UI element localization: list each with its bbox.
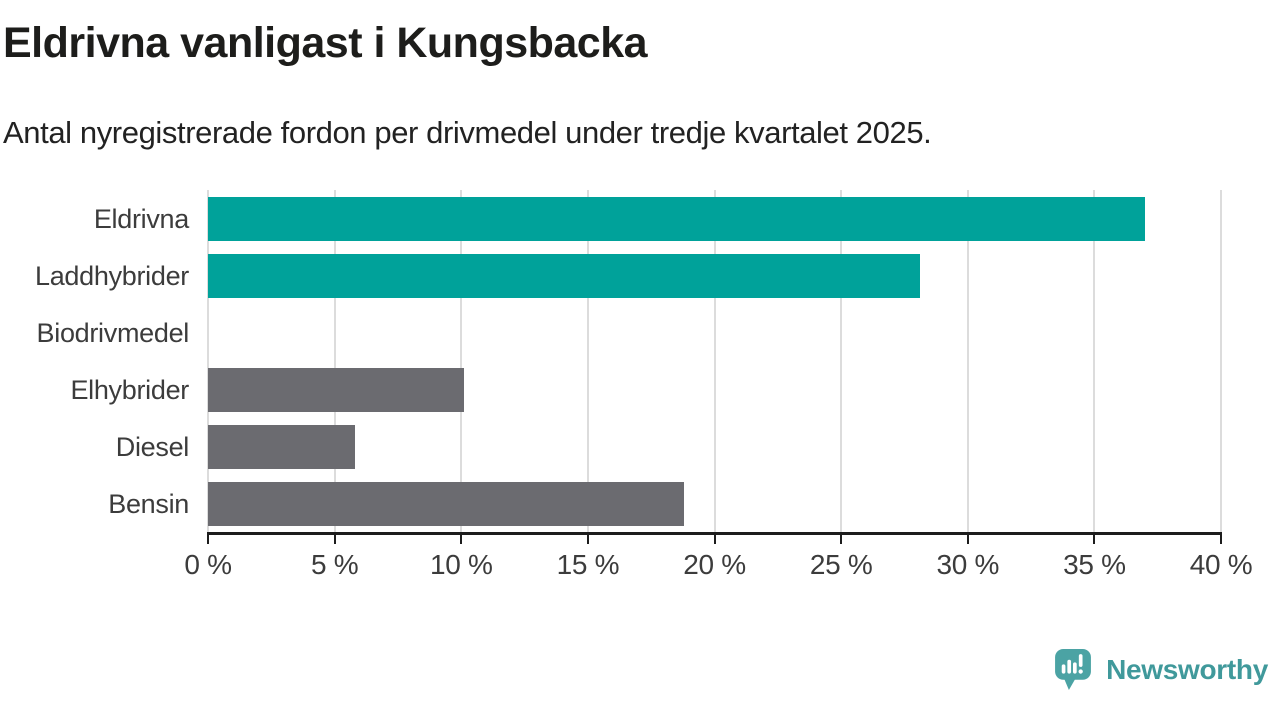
category-label-bensin: Bensin bbox=[108, 488, 189, 519]
category-label-laddhybrider: Laddhybrider bbox=[34, 260, 189, 291]
category-label-diesel: Diesel bbox=[115, 431, 190, 462]
newsworthy-logo: Newsworthy bbox=[1055, 649, 1268, 691]
bar-bensin bbox=[208, 481, 685, 526]
gridline bbox=[840, 190, 843, 532]
category-label-biodrivmedel: Biodrivmedel bbox=[36, 317, 190, 348]
x-axis-tick-label: 15 % bbox=[556, 549, 620, 580]
x-axis-tick-label: 35 % bbox=[1063, 549, 1126, 580]
x-axis-tick-label: 20 % bbox=[683, 549, 746, 580]
x-axis-tick-label: 40 % bbox=[1189, 549, 1253, 580]
x-axis-tick bbox=[333, 535, 336, 544]
gridline bbox=[333, 190, 336, 532]
newsworthy-speech-bubble-bar-chart-icon bbox=[1055, 649, 1091, 690]
x-axis-tick bbox=[1093, 535, 1096, 544]
x-axis-tick-label: 0 % bbox=[184, 549, 232, 580]
x-axis-tick-label: 5 % bbox=[310, 549, 359, 580]
x-axis-tick bbox=[1220, 535, 1222, 544]
x-axis-tick bbox=[840, 535, 843, 544]
category-label-elhybrider: Elhybrider bbox=[70, 374, 189, 405]
x-axis-tick bbox=[713, 535, 716, 544]
gridline bbox=[1220, 190, 1222, 532]
x-axis-tick bbox=[207, 535, 209, 544]
category-label-eldrivna: Eldrivna bbox=[93, 203, 189, 234]
gridline bbox=[966, 190, 969, 532]
bar-eldrivna bbox=[208, 196, 1146, 241]
bar-diesel bbox=[208, 424, 355, 469]
x-axis-tick-label: 10 % bbox=[429, 549, 493, 580]
bar-laddhybrider bbox=[208, 253, 920, 298]
x-axis-line bbox=[207, 532, 1222, 535]
gridline bbox=[586, 190, 589, 532]
x-axis-tick bbox=[460, 535, 463, 544]
chart-title: Eldrivna vanligast i Kungsbacka bbox=[3, 19, 648, 67]
x-axis-tick-label: 25 % bbox=[809, 549, 873, 580]
gridline bbox=[460, 190, 463, 532]
chart-subtitle: Antal nyregistrerade fordon per drivmede… bbox=[3, 115, 932, 150]
x-axis-tick bbox=[966, 535, 969, 544]
x-axis-tick-label: 30 % bbox=[936, 549, 1000, 580]
gridline bbox=[713, 190, 716, 532]
bar-elhybrider bbox=[208, 367, 464, 412]
gridline bbox=[1093, 190, 1096, 532]
x-axis-tick bbox=[586, 535, 589, 544]
newsworthy-logo-text: Newsworthy bbox=[1106, 654, 1268, 685]
gridline bbox=[207, 190, 209, 532]
